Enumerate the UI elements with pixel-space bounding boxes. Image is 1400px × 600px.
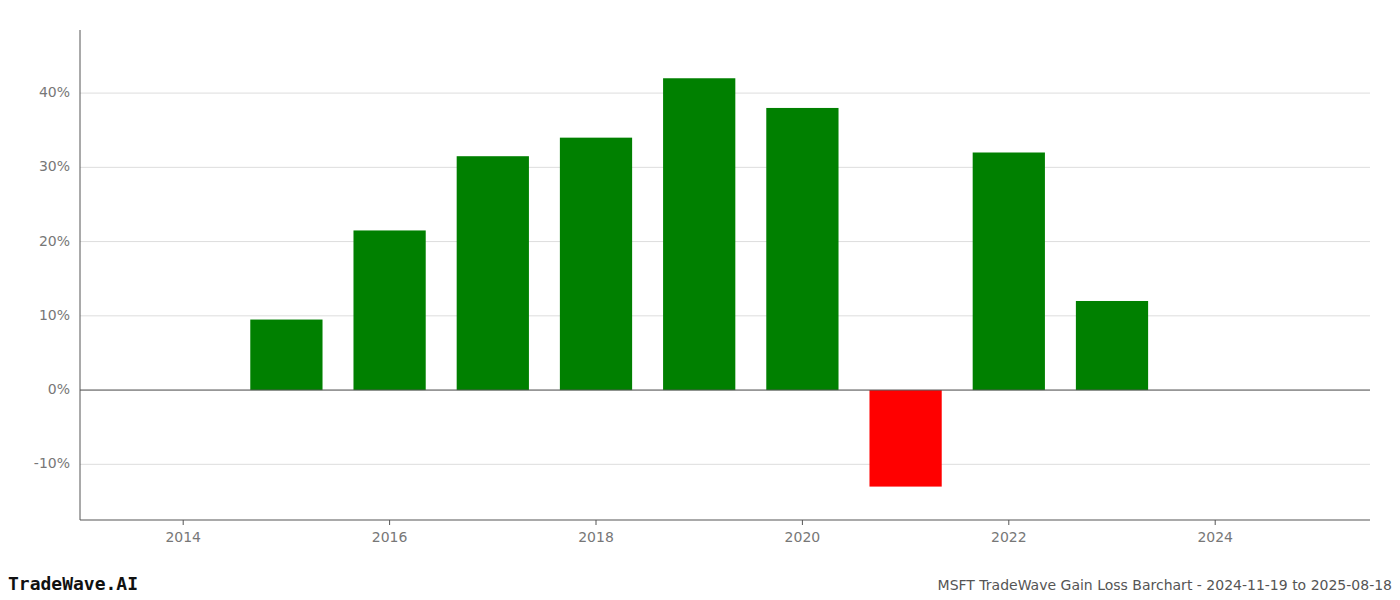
- bar: [560, 138, 632, 390]
- bar: [766, 108, 838, 390]
- x-tick-label: 2018: [578, 529, 614, 545]
- bar: [250, 320, 322, 391]
- x-tick-label: 2024: [1197, 529, 1233, 545]
- x-tick: [596, 520, 597, 525]
- x-tick: [1215, 520, 1216, 525]
- x-axis-line: [80, 520, 1370, 521]
- x-tick: [389, 520, 390, 525]
- bar: [457, 156, 529, 390]
- bar: [353, 230, 425, 390]
- x-tick: [1008, 520, 1009, 525]
- y-tick-label: -10%: [34, 455, 70, 471]
- bars: [250, 78, 1148, 486]
- y-tick-label: 40%: [39, 84, 70, 100]
- bar: [1076, 301, 1148, 390]
- x-tick-label: 2022: [991, 529, 1027, 545]
- x-tick: [183, 520, 184, 525]
- grid-line: [80, 390, 1370, 391]
- x-tick: [802, 520, 803, 525]
- y-tick-label: 30%: [39, 158, 70, 174]
- y-axis-line: [80, 30, 81, 520]
- chart: -10% 0% 10% 20% 30% 40% 2014 2016 2018 2020 2022 20…: [0, 0, 1400, 600]
- y-tick-label: 20%: [39, 233, 70, 249]
- y-tick-label: 0%: [48, 381, 70, 397]
- zero-line: [80, 390, 1370, 391]
- x-tick-label: 2014: [165, 529, 201, 545]
- x-tick-label: 2020: [785, 529, 821, 545]
- x-tick-label: 2016: [372, 529, 408, 545]
- bar: [869, 390, 941, 487]
- y-tick-label: 10%: [39, 307, 70, 323]
- grid-line: [80, 464, 1370, 465]
- bar: [973, 153, 1045, 391]
- bar: [663, 78, 735, 390]
- watermark: TradeWave.AI: [8, 573, 138, 594]
- title: MSFT TradeWave Gain Loss Barchart - 2024…: [938, 577, 1392, 593]
